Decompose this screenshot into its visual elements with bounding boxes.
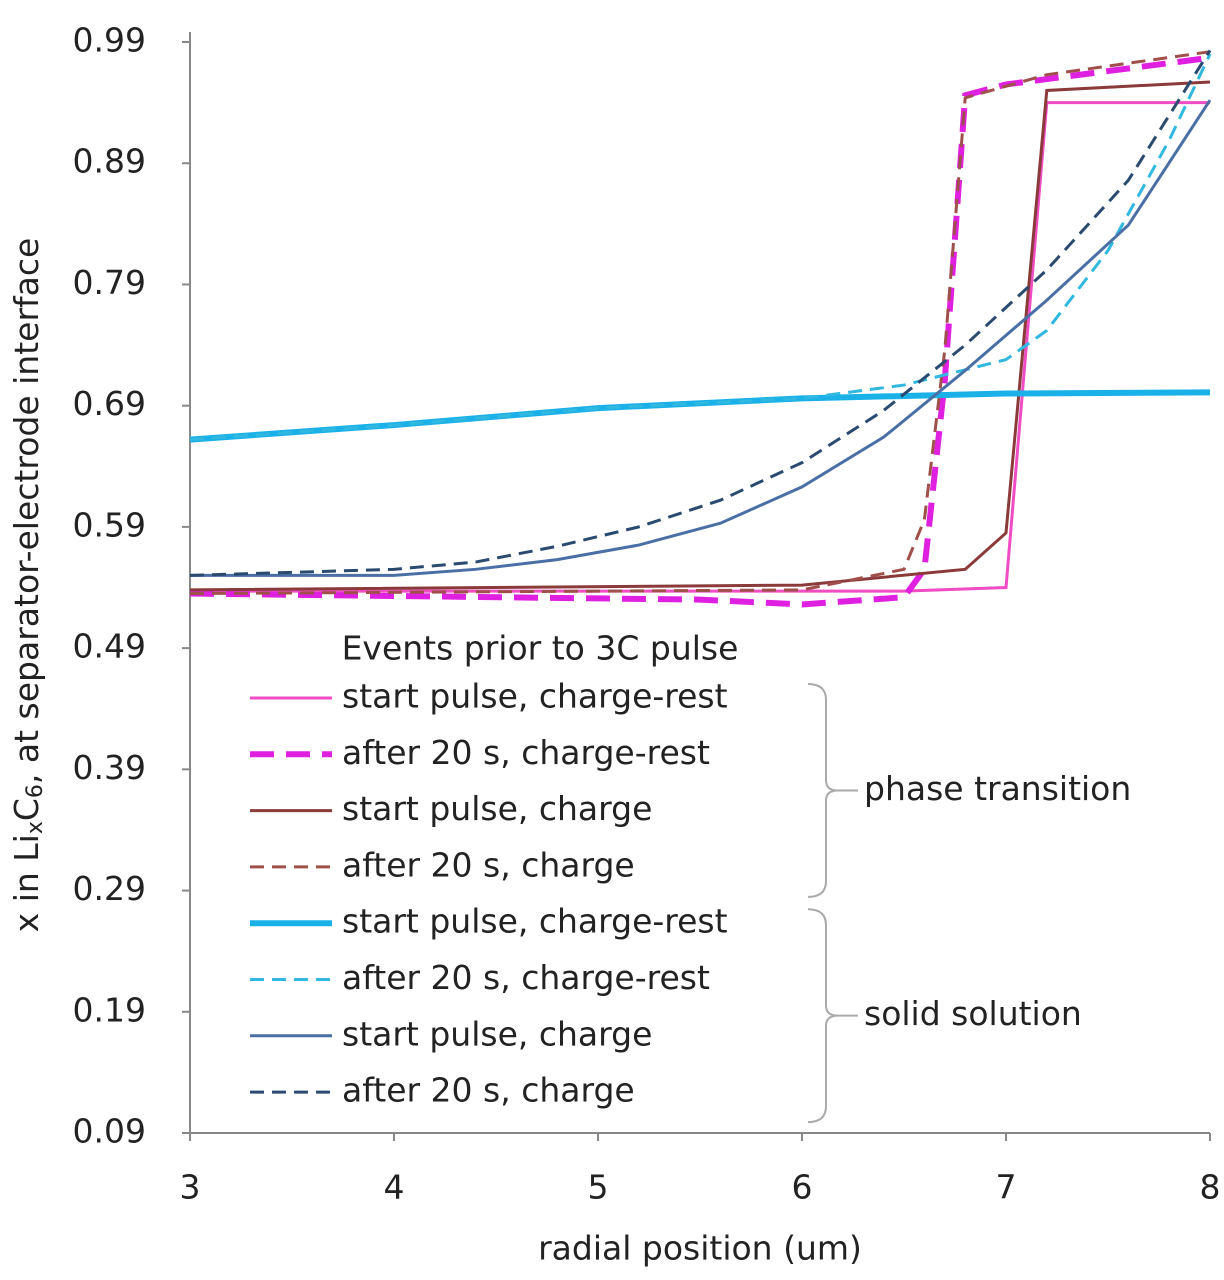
legend-label: after 20 s, charge-rest <box>342 733 710 772</box>
y-axis-label-part: 6 <box>23 784 48 798</box>
series-line <box>189 80 1211 592</box>
legend-label: start pulse, charge-rest <box>342 677 728 716</box>
y-tick-label: 0.99 <box>73 21 146 60</box>
series-line <box>190 101 1210 593</box>
y-tick-label: 0.19 <box>73 990 146 1029</box>
series-line <box>189 53 1212 442</box>
x-tick-label: 7 <box>996 1168 1017 1207</box>
y-axis-label-part: x <box>23 821 48 834</box>
series-line <box>189 54 1211 608</box>
y-tick-label: 0.79 <box>73 263 146 302</box>
y-tick-label: 0.69 <box>73 384 146 423</box>
legend-title: Events prior to 3C pulse <box>342 629 739 668</box>
legend-label: after 20 s, charge <box>342 845 635 884</box>
x-tick-label: 6 <box>792 1168 813 1207</box>
x-tick-label: 4 <box>384 1168 405 1207</box>
legend-label: after 20 s, charge-rest <box>342 958 710 997</box>
legend-brace <box>807 908 858 1124</box>
legend-label: after 20 s, charge <box>342 1071 635 1110</box>
x-axis-label: radial position (um) <box>538 1229 862 1268</box>
legend-label: start pulse, charge-rest <box>342 902 728 941</box>
series-line <box>189 389 1211 443</box>
y-axis-label-part: , at separator-electrode interface <box>7 238 46 784</box>
legend-label: start pulse, charge <box>342 1014 652 1053</box>
y-axis-label: x in LixC6, at separator-electrode inter… <box>7 238 49 933</box>
series-line <box>189 49 1212 577</box>
y-tick-label: 0.89 <box>73 142 146 181</box>
y-axis-label-part: x in Li <box>7 834 46 932</box>
x-tick-label: 3 <box>180 1168 201 1207</box>
series-line <box>189 50 1211 596</box>
legend-label: start pulse, charge <box>342 789 652 828</box>
legend-brace <box>807 683 858 898</box>
y-axis-label-part: C <box>7 798 46 821</box>
legend-group-label: phase transition <box>864 769 1131 808</box>
y-tick-label: 0.49 <box>73 627 146 666</box>
y-tick-label: 0.09 <box>73 1112 146 1151</box>
series-line <box>190 99 1212 577</box>
y-tick-label: 0.59 <box>73 505 146 544</box>
legend-group-label: solid solution <box>864 994 1082 1033</box>
x-tick-label: 5 <box>588 1168 609 1207</box>
y-tick-label: 0.29 <box>73 869 146 908</box>
y-tick-label: 0.39 <box>73 748 146 787</box>
x-tick-label: 8 <box>1200 1168 1221 1207</box>
